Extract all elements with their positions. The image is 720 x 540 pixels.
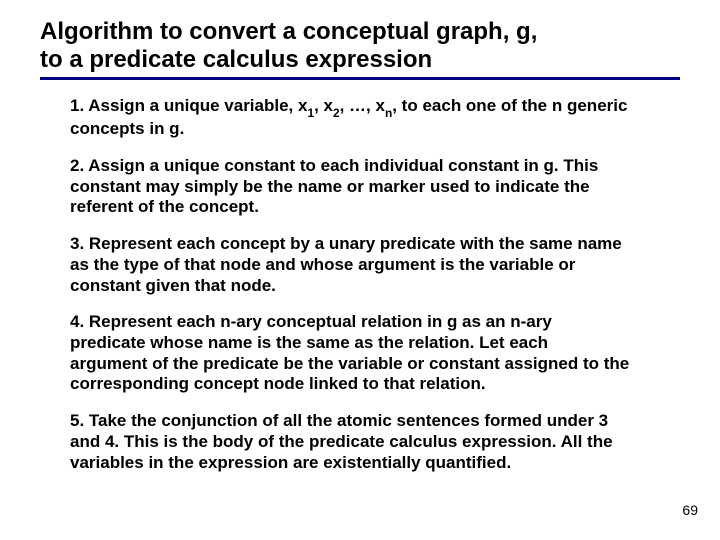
subscript-n: n [385, 106, 392, 120]
title-line-2: to a predicate calculus expression [40, 46, 432, 73]
step-1-part-a: 1. Assign a unique variable, x [70, 96, 307, 115]
page-number: 69 [682, 502, 698, 518]
step-3: 3. Represent each concept by a unary pre… [70, 234, 630, 296]
step-1-part-b: , x [314, 96, 333, 115]
slide-title: Algorithm to convert a conceptual graph,… [40, 18, 680, 80]
step-1: 1. Assign a unique variable, x1, x2, …, … [70, 96, 630, 140]
subscript-1: 1 [307, 106, 314, 120]
step-1-part-c: , …, x [340, 96, 385, 115]
subscript-2: 2 [333, 106, 340, 120]
step-4: 4. Represent each n-ary conceptual relat… [70, 312, 630, 395]
step-2: 2. Assign a unique constant to each indi… [70, 156, 630, 218]
step-5: 5. Take the conjunction of all the atomi… [70, 411, 630, 473]
steps-container: 1. Assign a unique variable, x1, x2, …, … [40, 96, 680, 473]
title-line-1: Algorithm to convert a conceptual graph,… [40, 18, 537, 45]
